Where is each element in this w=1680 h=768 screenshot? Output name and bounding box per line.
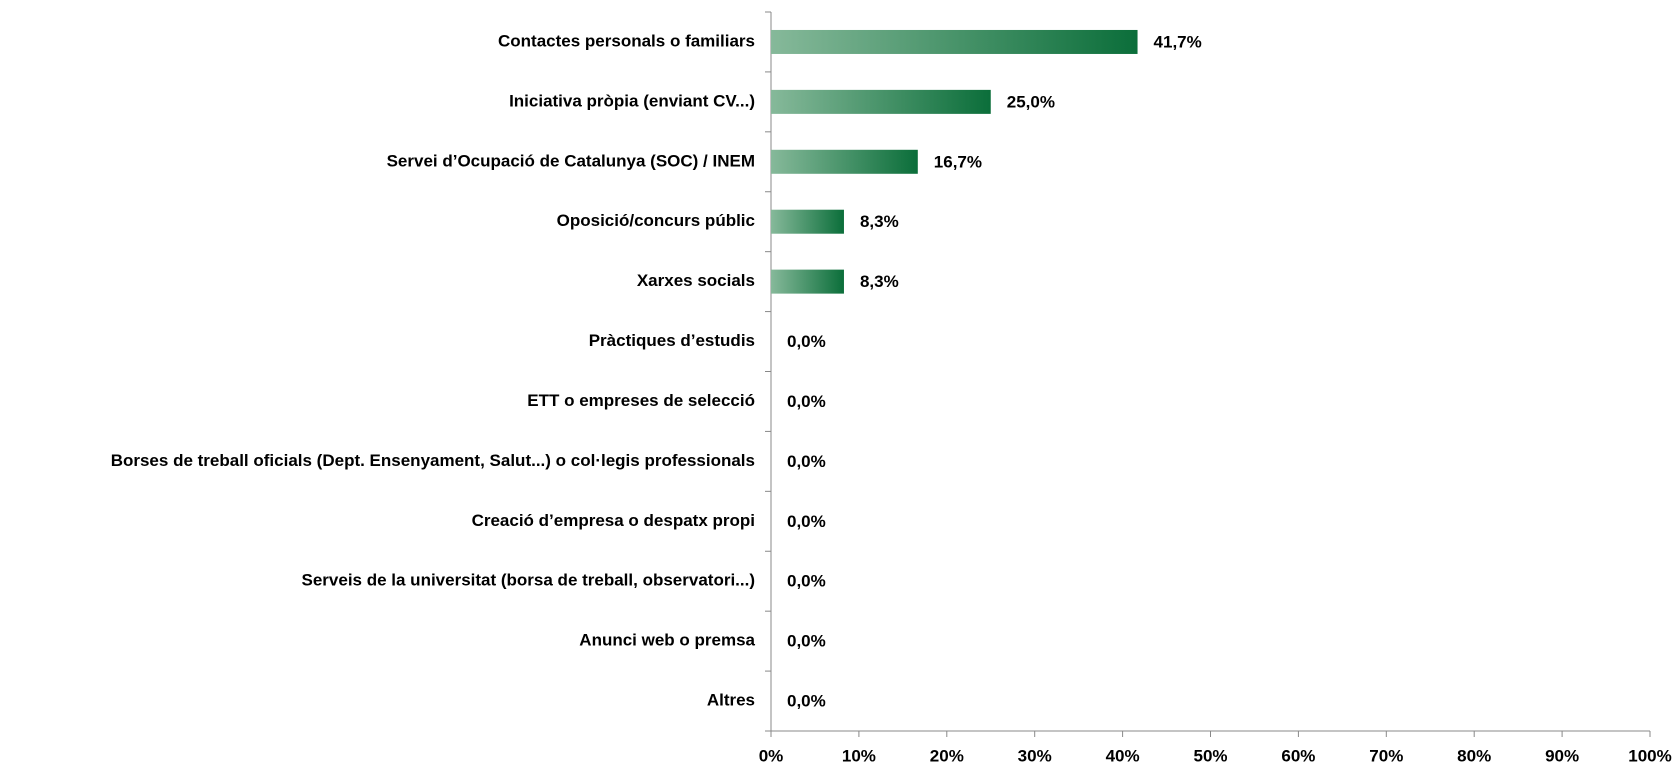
value-label: 16,7% [934,152,982,171]
x-tick-label: 40% [1106,746,1140,765]
x-tick-label: 30% [1018,746,1052,765]
category-label: Iniciativa pròpia (enviant CV...) [509,91,755,110]
x-tick-label: 100% [1628,746,1671,765]
category-label: Contactes personals o familiars [498,31,755,50]
value-label: 0,0% [787,452,826,471]
x-tick-label: 70% [1369,746,1403,765]
x-tick-label: 60% [1281,746,1315,765]
bar [771,269,844,294]
category-label: Borses de treball oficials (Dept. Enseny… [111,451,755,470]
x-tick-label: 80% [1457,746,1491,765]
x-tick-label: 90% [1545,746,1579,765]
bar [771,149,918,174]
category-label: Anunci web o premsa [579,631,755,650]
value-label: 25,0% [1007,92,1055,111]
category-label: ETT o empreses de selecció [527,391,755,410]
category-label: Serveis de la universitat (borsa de treb… [302,571,756,590]
value-label: 0,0% [787,632,826,651]
value-label: 41,7% [1154,32,1202,51]
value-label: 0,0% [787,332,826,351]
category-label: Pràctiques d’estudis [589,331,755,350]
x-tick-label: 50% [1193,746,1227,765]
category-label: Altres [707,691,755,710]
category-label: Creació d’empresa o despatx propi [472,511,755,530]
value-label: 0,0% [787,392,826,411]
value-label: 0,0% [787,572,826,591]
value-label: 0,0% [787,512,826,531]
category-label: Oposició/concurs públic [557,211,755,230]
bar [771,89,991,114]
x-tick-label: 0% [759,746,784,765]
x-tick-label: 20% [930,746,964,765]
category-label: Servei d’Ocupació de Catalunya (SOC) / I… [387,151,755,170]
value-label: 8,3% [860,272,899,291]
value-label: 8,3% [860,212,899,231]
value-label: 0,0% [787,692,826,711]
bar [771,209,844,234]
bar [771,29,1138,54]
category-label: Xarxes socials [637,271,755,290]
x-tick-label: 10% [842,746,876,765]
